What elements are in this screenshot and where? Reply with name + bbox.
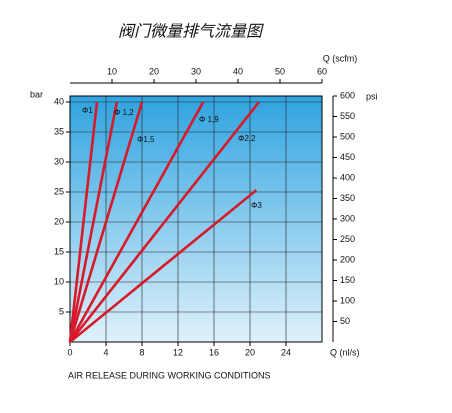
y-tick-label: 20 <box>54 216 64 226</box>
x-tick-label: 20 <box>245 347 255 357</box>
series-line <box>68 101 119 343</box>
series-line <box>68 101 99 343</box>
series-label: Φ 1,9 <box>199 115 219 124</box>
x2-tick-label: 20 <box>149 66 159 76</box>
series-line <box>69 189 258 344</box>
y-tick-label: 25 <box>54 186 64 196</box>
x2-tick-label: 50 <box>275 66 285 76</box>
y-tick-label: 10 <box>54 276 64 286</box>
series-label: Φ3 <box>251 201 262 210</box>
y-tick-label: 15 <box>54 246 64 256</box>
y2-tick-label: 50 <box>340 316 350 326</box>
series-line <box>68 101 205 343</box>
y-tick-label: 35 <box>54 126 64 136</box>
plot-border <box>69 95 323 343</box>
y2-tick-label: 250 <box>340 234 355 244</box>
y2-tick-label: 100 <box>340 295 355 305</box>
x-tick-label: 8 <box>139 347 144 357</box>
y-tick-label: 40 <box>54 96 64 106</box>
caption: AIR RELEASE DURING WORKING CONDITIONS <box>68 370 271 380</box>
y2-tick-label: 450 <box>340 152 355 162</box>
y2-tick-label: 500 <box>340 131 355 141</box>
y-tick-label: 5 <box>59 306 64 316</box>
y-axis-label: bar <box>30 89 43 99</box>
x-tick-label: 4 <box>103 347 108 357</box>
y2-axis-label: psi <box>366 91 378 101</box>
y2-tick-label: 350 <box>340 193 355 203</box>
series-line <box>68 101 144 343</box>
x2-tick-label: 10 <box>107 66 117 76</box>
x2-tick-label: 30 <box>191 66 201 76</box>
series-line <box>68 101 261 343</box>
y2-tick-label: 600 <box>340 90 355 100</box>
x2-axis-label: Q (scfm) <box>323 53 358 63</box>
series-label: Φ2,2 <box>238 134 256 143</box>
y2-tick-label: 150 <box>340 275 355 285</box>
y2-tick-label: 400 <box>340 172 355 182</box>
x-tick-label: 0 <box>67 347 72 357</box>
plot-area <box>70 96 322 342</box>
series-label: Φ 1,2 <box>114 108 134 117</box>
y2-tick-label: 300 <box>340 213 355 223</box>
x-tick-label: 12 <box>173 347 183 357</box>
y-tick-label: 30 <box>54 156 64 166</box>
x-axis-label: Q (nl/s) <box>330 347 360 357</box>
x2-tick-label: 60 <box>317 66 327 76</box>
series-label: Φ1,5 <box>137 135 155 144</box>
series-label: Φ1 <box>82 106 93 115</box>
x2-tick-label: 40 <box>233 66 243 76</box>
x-tick-label: 24 <box>281 347 291 357</box>
y2-tick-label: 200 <box>340 254 355 264</box>
x-tick-label: 16 <box>209 347 219 357</box>
y2-tick-label: 550 <box>340 111 355 121</box>
chart-title: 阀门微量排气流量图 <box>118 22 264 41</box>
